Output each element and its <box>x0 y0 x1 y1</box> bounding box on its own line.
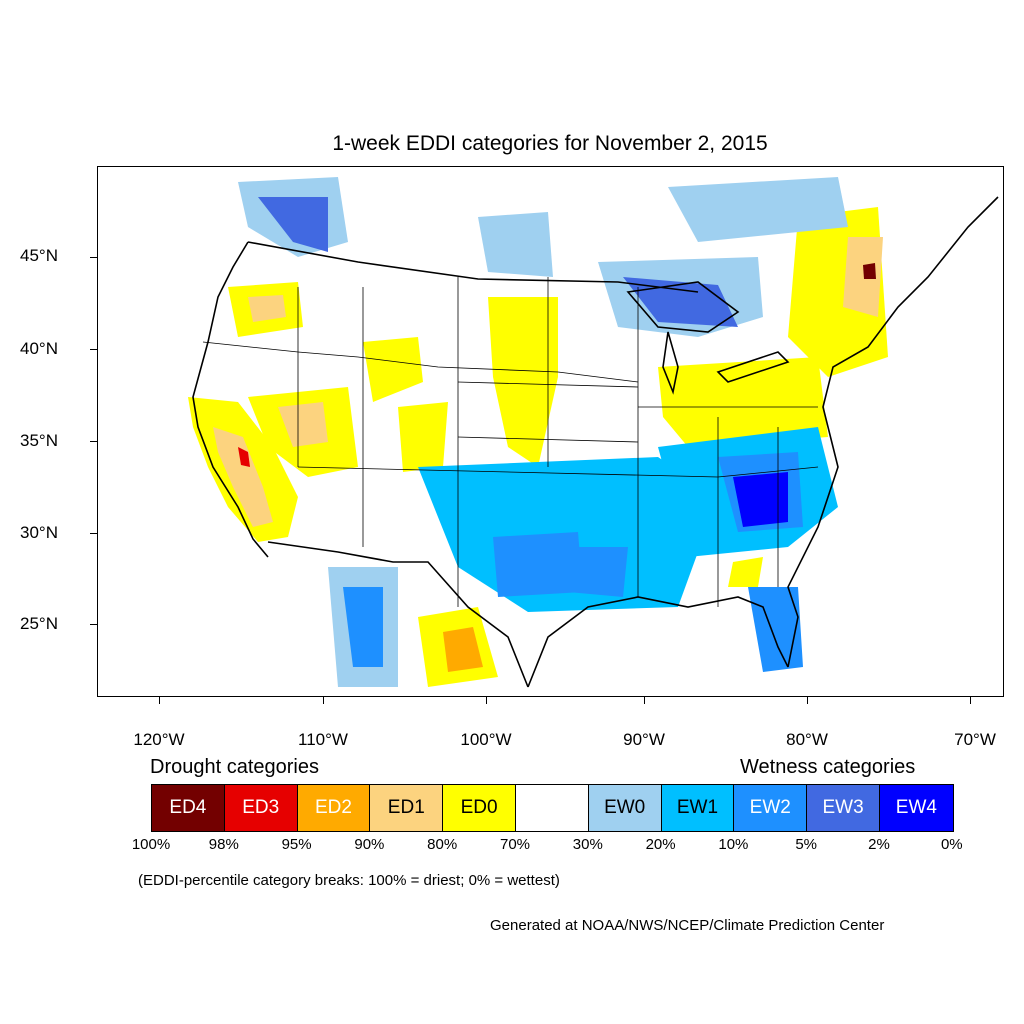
lon-label-100: 100°W <box>460 730 512 749</box>
wet-region-ontario <box>668 177 848 242</box>
west-coast-outline <box>192 241 269 558</box>
wetness-heading: Wetness categories <box>740 756 916 778</box>
legend-box-ed3: ED3 <box>224 785 298 831</box>
wet-region-texas <box>493 532 583 597</box>
legend-box-neutral <box>515 785 589 831</box>
map-title: 1-week EDDI categories for November 2, 2… <box>332 132 768 155</box>
lake-erie-outline <box>716 351 790 383</box>
legend-box-ed1: ED1 <box>370 785 444 831</box>
legend-box-ew0: EW0 <box>588 785 662 831</box>
legend-break-label: 5% <box>795 836 818 853</box>
wet-region-pacific-northwest-core <box>258 197 328 252</box>
legend-break-label: 80% <box>427 836 458 853</box>
legend-box-ew3: EW3 <box>807 785 880 831</box>
lat-tick <box>90 349 97 350</box>
state-borders <box>202 277 819 607</box>
drought-region-colorado <box>363 337 423 402</box>
wet-region-minnesota <box>478 212 553 277</box>
lon-tick <box>159 697 160 704</box>
wet-region-florida <box>748 587 803 672</box>
lat-label-40: 40°N <box>20 339 58 358</box>
lon-label-120: 120°W <box>133 730 185 749</box>
legend-box-ew2: EW2 <box>734 785 808 831</box>
legend-bar: ED4 ED3 ED2 ED1 ED0 EW0 EW1 EW2 EW3 EW4 <box>151 784 954 832</box>
legend-box-ew4: EW4 <box>879 785 953 831</box>
legend-break-label: 30% <box>572 836 603 853</box>
lat-tick <box>90 257 97 258</box>
drought-region-maine-core <box>843 237 883 317</box>
drought-region-gulf-coast <box>728 557 763 587</box>
lon-tick <box>486 697 487 704</box>
drought-region-california-severe <box>238 447 250 467</box>
legend-break-label: 10% <box>718 836 749 853</box>
drought-region-great-basin-core <box>278 402 328 447</box>
legend-box-ed4: ED4 <box>152 785 225 831</box>
lon-tick <box>807 697 808 704</box>
mexico-border <box>267 541 529 688</box>
legend-break-label: 100% <box>131 836 171 853</box>
lat-label-25: 25°N <box>20 614 58 633</box>
legend-note: (EDDI-percentile category breaks: 100% =… <box>138 872 560 889</box>
map-area <box>97 166 1004 697</box>
lat-tick <box>90 441 97 442</box>
lon-label-90: 90°W <box>623 730 665 749</box>
legend-box-ed0: ED0 <box>443 785 516 831</box>
drought-heading: Drought categories <box>150 756 319 778</box>
wet-region-carolinas-core <box>733 472 788 527</box>
legend-break-label: 0% <box>940 836 963 853</box>
wet-region-arkansas <box>568 547 628 597</box>
drought-regions <box>188 207 888 687</box>
drought-region-southern-rockies <box>398 402 448 472</box>
legend-break-label: 70% <box>499 836 531 853</box>
lon-label-70: 70°W <box>954 730 996 749</box>
atlantic-coast-outline <box>787 196 999 668</box>
legend-box-ew1: EW1 <box>661 785 735 831</box>
legend-break-label: 90% <box>354 836 385 853</box>
drought-region-ohio-valley <box>658 357 828 447</box>
legend-break-label: 98% <box>208 836 239 853</box>
credit-line: Generated at NOAA/NWS/NCEP/Climate Predi… <box>490 917 885 934</box>
lon-tick <box>644 697 645 704</box>
legend-box-ed2: ED2 <box>297 785 371 831</box>
drought-region-maine-severe <box>863 263 876 279</box>
lat-label-35: 35°N <box>20 431 58 450</box>
wet-region-mexico-core <box>343 587 383 667</box>
gulf-coast-outline <box>527 596 789 688</box>
drought-region-california-core <box>213 427 273 527</box>
wetness-regions <box>238 177 848 687</box>
lon-label-80: 80°W <box>786 730 828 749</box>
legend-break-label: 95% <box>281 836 312 853</box>
lat-tick <box>90 624 97 625</box>
lat-label-45: 45°N <box>20 246 58 265</box>
canada-border <box>247 241 699 293</box>
drought-region-dakotas <box>488 297 558 467</box>
lake-michigan-outline <box>662 331 679 395</box>
coastlines-and-borders <box>192 196 999 688</box>
great-lakes-outline <box>626 281 740 333</box>
drought-region-mexico-core <box>443 627 483 672</box>
legend-break-label: 2% <box>868 836 890 853</box>
legend-break-label: 20% <box>645 836 676 853</box>
lon-tick <box>970 697 971 704</box>
lon-label-110: 110°W <box>298 730 348 749</box>
map-canvas <box>188 177 999 688</box>
drought-region-oregon-core <box>248 295 286 322</box>
lat-label-30: 30°N <box>20 523 58 542</box>
lon-tick <box>323 697 324 704</box>
lat-tick <box>90 533 97 534</box>
